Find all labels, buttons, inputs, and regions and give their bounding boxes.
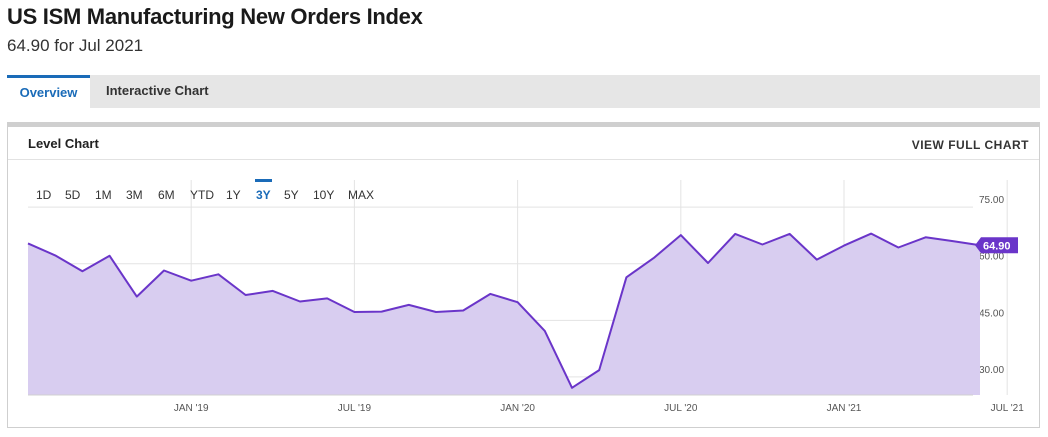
y-tick-label: 30.00 [979, 365, 1004, 376]
x-tick-label: JAN '19 [174, 403, 209, 414]
range-5y[interactable]: 5Y [284, 188, 299, 202]
series-area [28, 233, 980, 395]
range-1y[interactable]: 1Y [226, 188, 241, 202]
x-tick-label: JUL '19 [338, 403, 372, 414]
last-value-tag [975, 237, 1018, 254]
tab-overview[interactable]: Overview [7, 75, 90, 108]
y-tick-label: 75.00 [979, 195, 1004, 206]
range-ytd[interactable]: YTD [190, 188, 214, 202]
y-tick-label: 60.00 [979, 252, 1004, 263]
x-tick-label: JUL '21 [991, 403, 1025, 414]
tab-interactive-chart[interactable]: Interactive Chart [106, 83, 209, 98]
page-title: US ISM Manufacturing New Orders Index [7, 4, 423, 29]
tab-bar: Overview Interactive Chart [7, 75, 1040, 108]
range-3y[interactable]: 3Y [255, 179, 272, 202]
panel-header: Level Chart VIEW FULL CHART [8, 127, 1039, 160]
range-3m[interactable]: 3M [126, 188, 143, 202]
range-5d[interactable]: 5D [65, 188, 81, 202]
range-6m[interactable]: 6M [158, 188, 175, 202]
x-tick-label: JUL '20 [664, 403, 698, 414]
range-10y[interactable]: 10Y [313, 188, 335, 202]
y-tick-label: 45.00 [979, 308, 1004, 319]
panel-title: Level Chart [28, 136, 99, 151]
x-tick-label: JAN '21 [827, 403, 862, 414]
range-1m[interactable]: 1M [95, 188, 112, 202]
range-max[interactable]: MAX [348, 188, 375, 202]
view-full-chart-link[interactable]: VIEW FULL CHART [911, 138, 1029, 152]
x-tick-label: JAN '20 [500, 403, 535, 414]
page-subtitle: 64.90 for Jul 2021 [7, 36, 144, 55]
last-value-label: 64.90 [983, 240, 1011, 252]
series-line [27, 232, 981, 389]
range-1d[interactable]: 1D [36, 188, 52, 202]
